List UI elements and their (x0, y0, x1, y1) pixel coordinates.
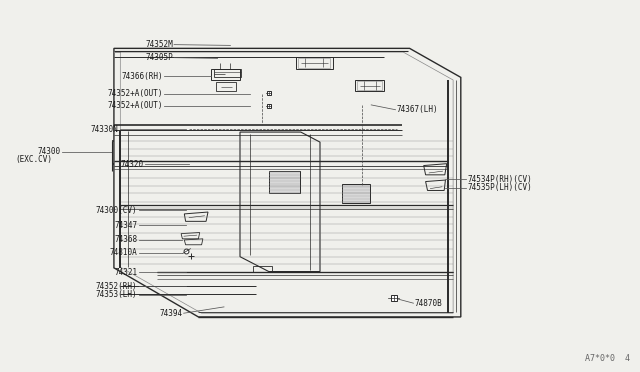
Text: 74353(LH): 74353(LH) (96, 290, 138, 299)
Text: 74367(LH): 74367(LH) (397, 105, 438, 114)
Text: 74300(CV): 74300(CV) (96, 206, 138, 215)
Text: 74320: 74320 (121, 160, 144, 169)
Text: A7*0*0  4: A7*0*0 4 (586, 354, 630, 363)
Text: 74368: 74368 (115, 235, 138, 244)
Text: 74352M: 74352M (145, 40, 173, 49)
Text: 74347: 74347 (115, 221, 138, 230)
Text: 74870B: 74870B (415, 299, 442, 308)
Text: 74534P(RH)(CV): 74534P(RH)(CV) (467, 175, 532, 184)
Polygon shape (269, 171, 300, 193)
Text: 74535P(LH)(CV): 74535P(LH)(CV) (467, 183, 532, 192)
Text: 74330N: 74330N (91, 125, 118, 134)
Text: (EXC.CV): (EXC.CV) (15, 155, 52, 164)
Text: 74352+A(OUT): 74352+A(OUT) (108, 101, 163, 110)
Text: 74321: 74321 (115, 268, 138, 277)
Text: 74300: 74300 (38, 147, 61, 156)
Polygon shape (342, 184, 370, 203)
Text: 74810A: 74810A (110, 248, 138, 257)
Text: 74366(RH): 74366(RH) (122, 72, 163, 81)
Text: 74394: 74394 (159, 309, 182, 318)
Text: 74352(RH): 74352(RH) (96, 282, 138, 291)
Text: 74352+A(OUT): 74352+A(OUT) (108, 89, 163, 98)
Text: 74305P: 74305P (145, 53, 173, 62)
